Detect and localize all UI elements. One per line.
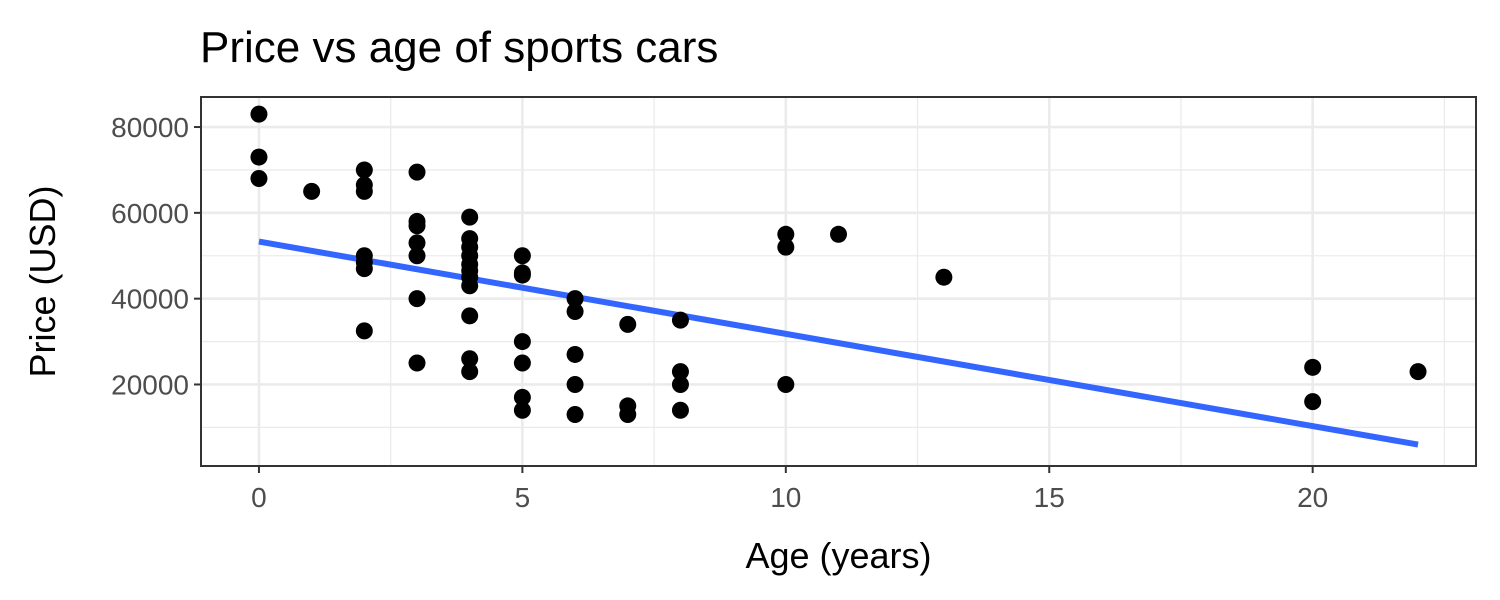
x-tick-label: 15 xyxy=(1034,482,1065,513)
data-point xyxy=(566,303,584,321)
data-point xyxy=(619,315,637,333)
data-point xyxy=(461,350,479,368)
fit-line-layer xyxy=(258,238,1419,448)
data-point xyxy=(619,406,637,424)
y-tick-label: 60000 xyxy=(111,198,189,229)
data-point xyxy=(1304,358,1322,376)
y-tick-label: 20000 xyxy=(111,369,189,400)
data-point xyxy=(250,170,268,188)
data-point xyxy=(777,375,795,393)
data-point xyxy=(355,161,373,179)
data-point xyxy=(513,354,531,372)
data-point xyxy=(461,277,479,295)
data-point xyxy=(1304,393,1322,411)
data-point xyxy=(461,307,479,325)
x-tick-label: 5 xyxy=(515,482,531,513)
y-tick-label: 40000 xyxy=(111,284,189,315)
axis-ticks: 0 5 10 15 20 20000 40000 60000 80000 xyxy=(111,112,1328,513)
y-tick-label: 80000 xyxy=(111,112,189,143)
data-point xyxy=(408,290,426,308)
data-point xyxy=(461,208,479,226)
data-point xyxy=(408,163,426,181)
data-point xyxy=(513,333,531,351)
data-point xyxy=(671,311,689,329)
data-point xyxy=(566,406,584,424)
data-point xyxy=(355,322,373,340)
data-point xyxy=(1409,363,1427,381)
data-point xyxy=(566,345,584,363)
data-point xyxy=(671,375,689,393)
x-tick-label: 10 xyxy=(770,482,801,513)
data-point xyxy=(355,182,373,200)
x-tick-label: 20 xyxy=(1297,482,1328,513)
data-point xyxy=(513,388,531,406)
regression-line xyxy=(258,238,1419,448)
x-axis-title: Age (years) xyxy=(745,535,931,576)
data-point xyxy=(408,217,426,235)
data-point xyxy=(671,363,689,381)
data-point xyxy=(303,182,321,200)
data-point xyxy=(408,247,426,265)
data-point xyxy=(777,238,795,256)
panel-border xyxy=(200,96,1477,467)
grid xyxy=(201,97,1476,466)
y-axis-title: Price (USD) xyxy=(22,185,63,377)
data-point xyxy=(408,234,426,252)
data-point xyxy=(513,247,531,265)
data-point xyxy=(830,225,847,243)
data-point xyxy=(513,401,531,419)
data-point xyxy=(777,225,795,243)
x-tick-label: 0 xyxy=(251,482,267,513)
data-point xyxy=(513,266,531,284)
data-point xyxy=(250,105,268,123)
data-point xyxy=(355,260,373,278)
data-point xyxy=(408,354,426,372)
data-point xyxy=(935,268,953,286)
points-layer xyxy=(250,105,1427,424)
data-point xyxy=(671,401,689,419)
chart-title: Price vs age of sports cars xyxy=(200,23,718,72)
data-point xyxy=(461,363,479,381)
data-point xyxy=(566,375,584,393)
data-point xyxy=(566,290,584,308)
data-point xyxy=(250,148,268,166)
